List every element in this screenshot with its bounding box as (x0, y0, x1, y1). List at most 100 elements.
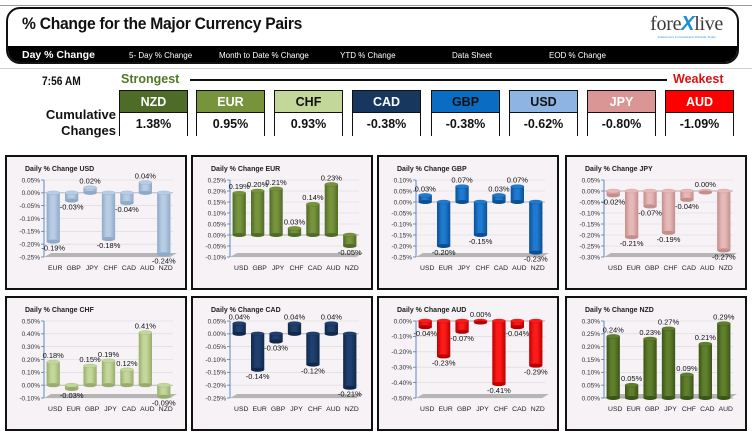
y-tick-label: 0.25% (582, 331, 601, 338)
tab-eod-change[interactable]: EOD % Change (549, 51, 606, 60)
data-label: 0.14% (302, 193, 324, 202)
cumulative-label-line1: Cumulative (45, 107, 116, 122)
bar-jpy (287, 321, 302, 336)
x-tick-label: NZD (531, 406, 545, 413)
bar-cap (46, 190, 60, 195)
forexlive-logo[interactable]: foreXlive Tomorrow's Conventional Wisdom… (650, 13, 723, 40)
data-label: 0.29% (713, 313, 735, 322)
x-tick-label: CAD (122, 406, 136, 413)
tab-5-day-change[interactable]: 5- Day % Change (129, 51, 193, 60)
data-label: 0.04% (321, 313, 343, 322)
x-tick-label: CHF (476, 265, 490, 272)
bar-cap (455, 318, 469, 324)
bar-gbp (269, 331, 283, 344)
y-tick-label: 0.00% (208, 331, 227, 338)
bar-base (492, 382, 506, 387)
bar-body (418, 195, 432, 202)
bar-base (661, 230, 676, 235)
x-tick-label: CHF (308, 406, 322, 413)
bar-cap (492, 193, 506, 198)
data-label: 0.21% (695, 333, 717, 342)
currency-code: GBP (432, 91, 499, 113)
bar-base (418, 200, 432, 204)
x-tick-label: CHF (290, 265, 304, 272)
bar-cad (306, 202, 320, 237)
bar-cap (680, 372, 694, 378)
data-label: 0.23% (321, 173, 343, 182)
bar-cap (510, 318, 525, 324)
data-label: -0.07% (638, 208, 662, 217)
tab-ytd-change[interactable]: YTD % Change (340, 51, 396, 60)
data-label: -0.04% (115, 205, 139, 214)
data-label: -0.21% (338, 390, 362, 399)
bar-body (101, 360, 116, 386)
bar-eur (64, 383, 79, 392)
data-label: 0.19% (229, 182, 251, 191)
currency-box-cad: CAD -0.38% (352, 90, 421, 136)
bar-body (510, 186, 524, 202)
data-label: 0.02% (79, 177, 101, 186)
bar-base (661, 396, 676, 400)
data-label: -0.03% (264, 344, 288, 353)
data-label: 0.20% (247, 180, 269, 189)
bar-body (343, 235, 357, 246)
tab-day-change[interactable]: Day % Change (22, 49, 95, 61)
data-label: -0.04% (505, 329, 529, 338)
x-tick-label: GBP (66, 265, 81, 272)
currency-cumulative-change: -0.38% (432, 113, 499, 136)
data-label: 0.07% (507, 176, 529, 185)
bar-base (324, 331, 338, 336)
bar-body (287, 228, 302, 235)
x-tick-label: NZD (159, 406, 173, 413)
tab-month-to-date-change[interactable]: Month to Date % Change (219, 51, 309, 60)
x-tick-label: USD (608, 406, 622, 413)
y-tick-label: -0.20% (205, 382, 226, 389)
x-tick-label: CAD (682, 265, 696, 272)
y-tick-label: 0.20% (582, 344, 601, 351)
bar-cap (101, 190, 116, 195)
weakest-label: Weakest (673, 72, 724, 86)
x-tick-label: JPY (272, 265, 285, 272)
currency-box-aud: AUD -1.09% (665, 90, 734, 136)
bar-base (306, 233, 320, 237)
bar-body (343, 333, 357, 388)
bar-base (473, 320, 488, 325)
data-label: -0.23% (432, 358, 456, 367)
bar-cap (101, 358, 116, 363)
strongest-label: Strongest (121, 72, 180, 86)
bar-usd (46, 359, 60, 388)
bar-body (65, 192, 79, 201)
currency-cumulative-change: 0.95% (197, 113, 264, 136)
currency-cumulative-change: -0.62% (510, 113, 577, 136)
bar-usd (606, 188, 620, 198)
bar-body (232, 193, 246, 235)
logo-text-post: live (694, 13, 723, 35)
bar-base (473, 233, 488, 237)
x-tick-label: AUD (700, 265, 714, 272)
bar-body (306, 333, 320, 365)
x-tick-label: AUD (140, 265, 154, 272)
bar-base (157, 394, 171, 399)
tab-data-sheet[interactable]: Data Sheet (452, 51, 493, 60)
y-tick-label: 0.05% (22, 177, 41, 184)
bar-base (83, 190, 97, 195)
logo-tagline: Tomorrow's Conventional Wisdom Today (657, 35, 716, 39)
bar-chart: 0.00% -0.10% -0.20% -0.30% -0.40% -0.50% -0.04… (391, 310, 549, 413)
x-tick-label: NZD (159, 265, 173, 272)
y-tick-label: -0.30% (391, 365, 412, 372)
y-tick-label: -0.05% (19, 203, 40, 210)
bar-aud (324, 321, 339, 336)
currency-code: CHF (275, 91, 342, 113)
x-tick-label: USD (608, 265, 622, 272)
chart-panel-eur: Daily % Change EUR 0.25% 0.20% 0.15% 0.10% 0.… (191, 155, 373, 290)
bar-body (643, 191, 657, 207)
bar-base (120, 383, 134, 388)
bar-cap (324, 182, 339, 187)
bar-base (287, 233, 302, 237)
bar-cap (269, 186, 283, 191)
x-tick-label: CHF (494, 406, 508, 413)
y-tick-label: -0.10% (579, 210, 600, 217)
bar-base (680, 197, 694, 202)
x-tick-label: GBP (252, 265, 267, 272)
bar-body (287, 323, 302, 334)
